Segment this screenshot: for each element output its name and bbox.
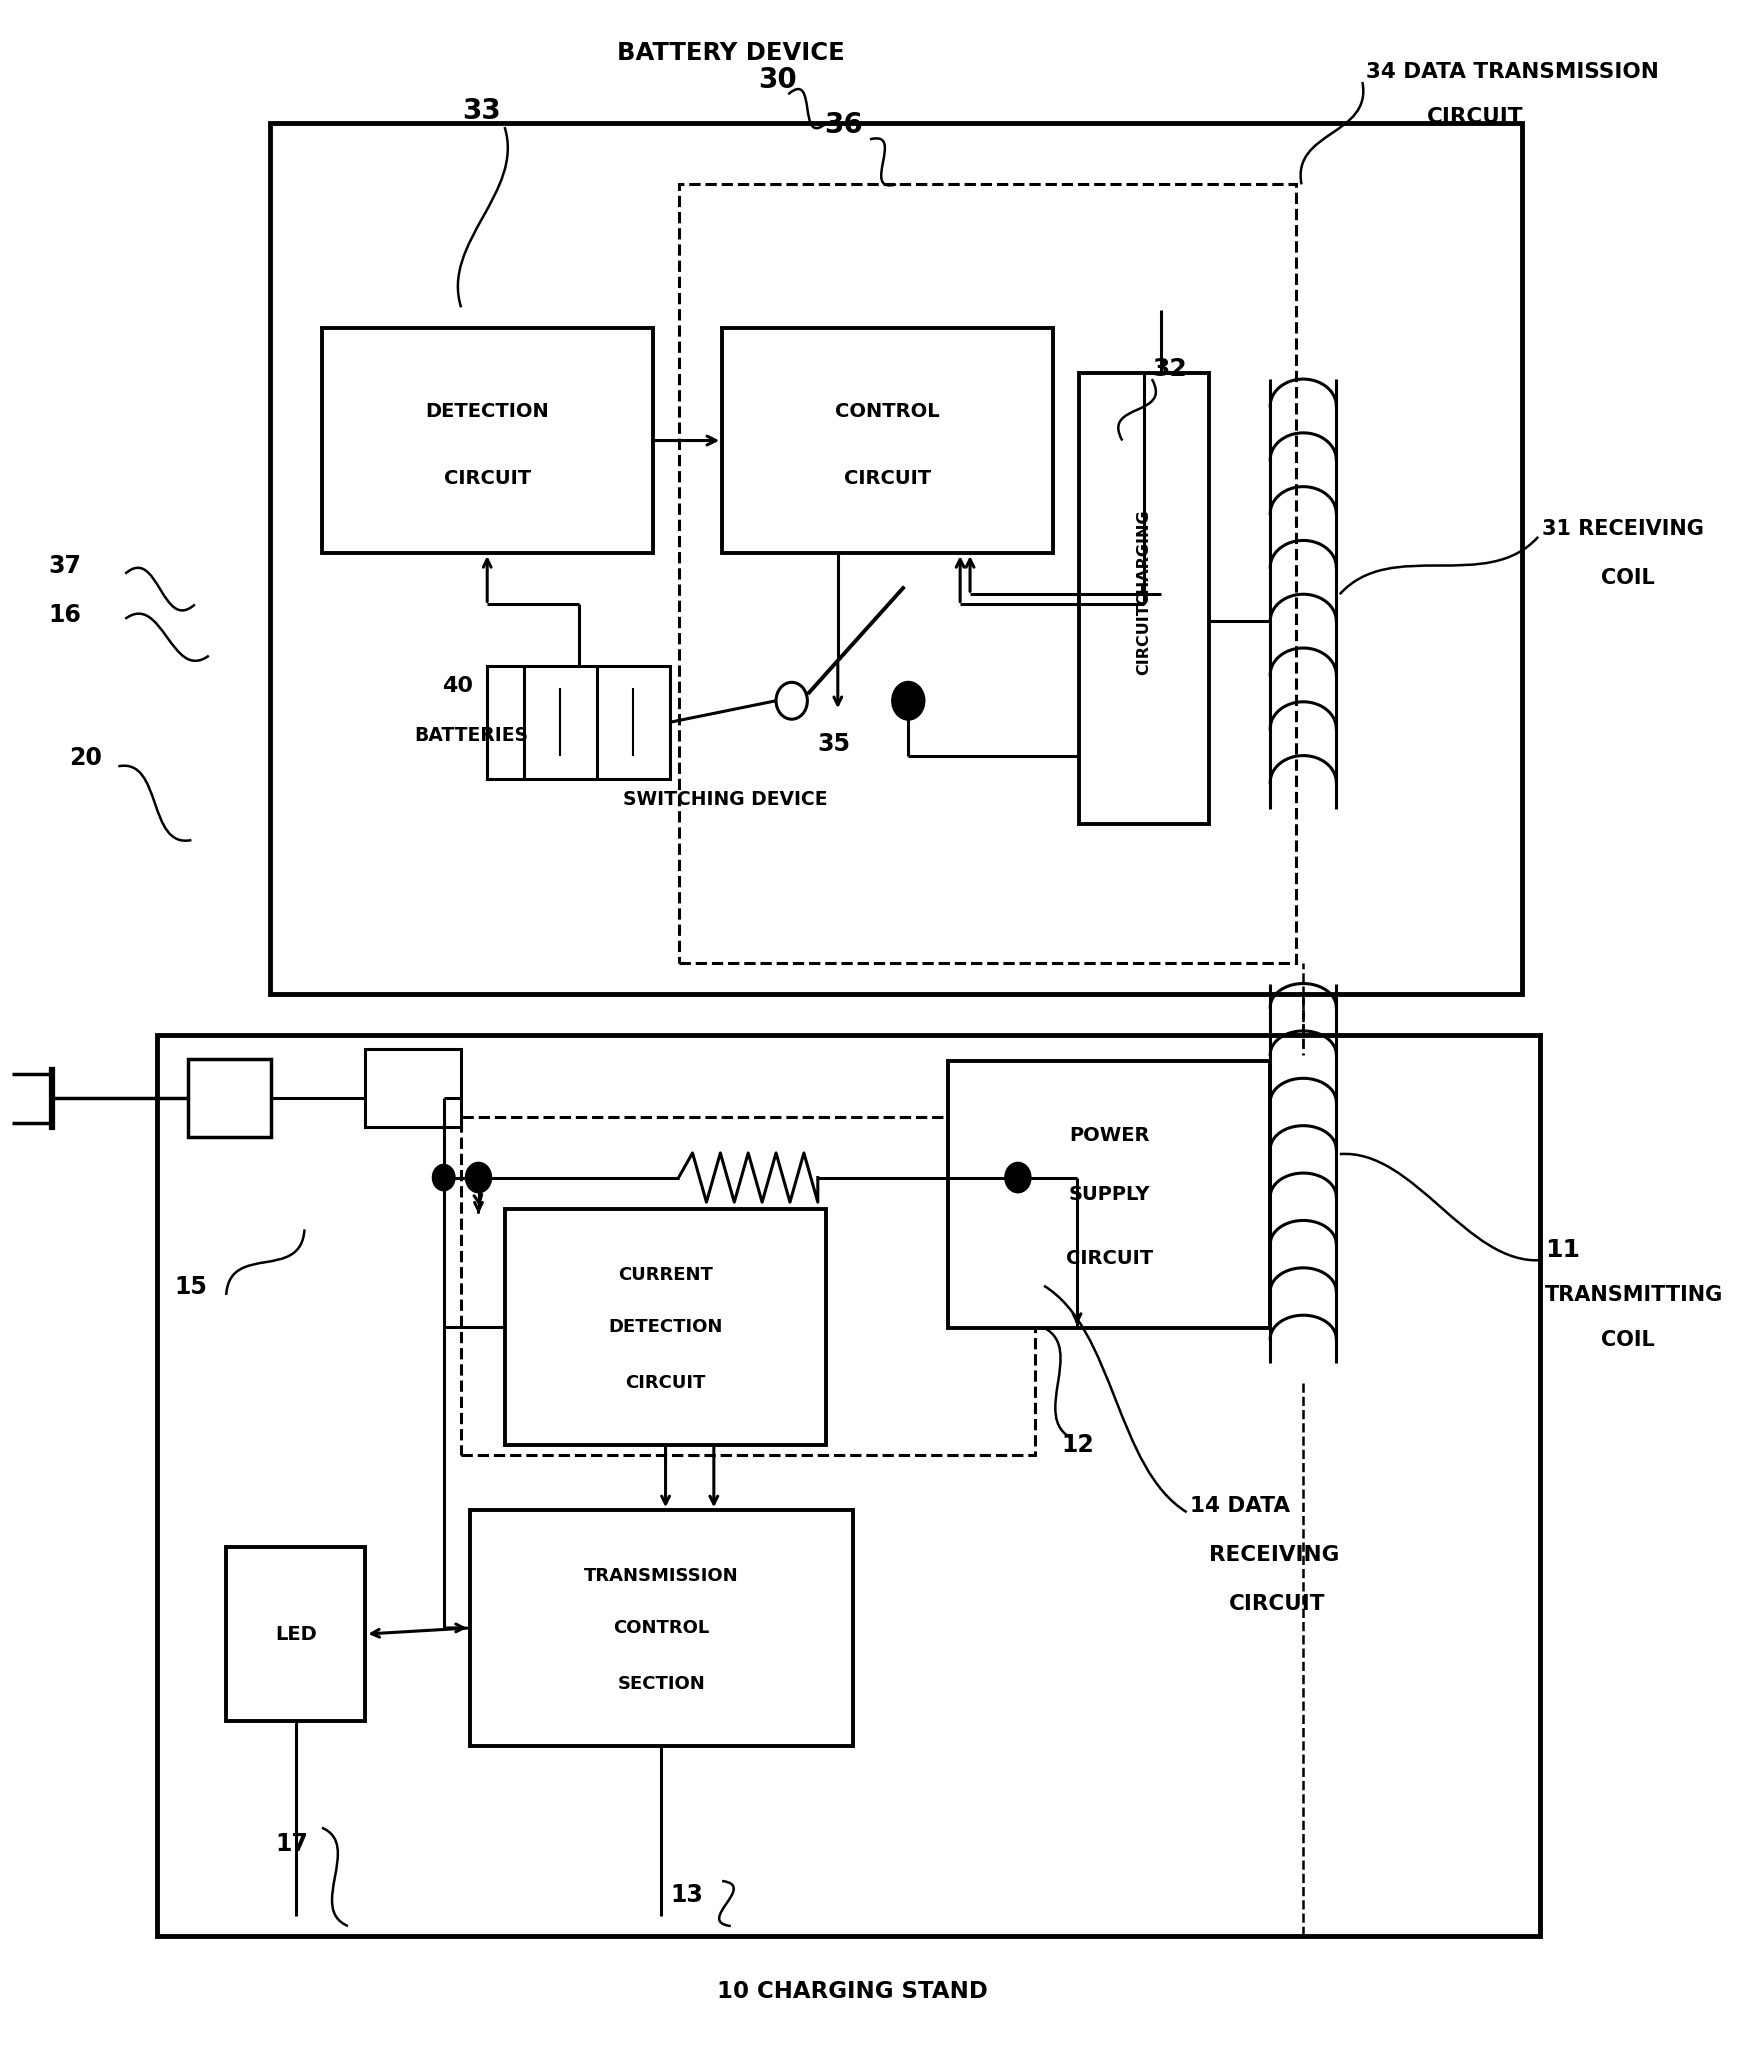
- Circle shape: [1005, 1164, 1029, 1193]
- Text: 13: 13: [670, 1883, 703, 1908]
- Text: CIRCUIT: CIRCUIT: [843, 469, 930, 488]
- Text: SECTION: SECTION: [617, 1676, 704, 1692]
- Circle shape: [433, 1166, 454, 1190]
- Text: TRANSMITTING: TRANSMITTING: [1544, 1285, 1722, 1305]
- Bar: [948, 1061, 1269, 1328]
- Bar: [461, 1117, 1035, 1455]
- Text: SWITCHING DEVICE: SWITCHING DEVICE: [623, 789, 828, 809]
- Text: 36: 36: [824, 111, 863, 139]
- Bar: [226, 1547, 365, 1721]
- Text: CIRCUIT: CIRCUIT: [624, 1375, 706, 1391]
- Text: 31 RECEIVING: 31 RECEIVING: [1541, 518, 1702, 539]
- Text: CHARGING: CHARGING: [1136, 510, 1151, 604]
- Text: 12: 12: [1061, 1432, 1094, 1457]
- Text: 15: 15: [174, 1274, 207, 1299]
- Text: 35: 35: [817, 731, 850, 756]
- Text: DETECTION: DETECTION: [424, 402, 550, 420]
- Bar: [365, 1049, 461, 1127]
- Text: COIL: COIL: [1600, 1330, 1654, 1350]
- Text: 30: 30: [758, 66, 796, 94]
- Text: 16: 16: [49, 602, 82, 627]
- Text: DETECTION: DETECTION: [609, 1318, 722, 1336]
- Text: 20: 20: [70, 746, 103, 770]
- Text: 40: 40: [442, 676, 473, 697]
- Text: CIRCUIT: CIRCUIT: [1136, 602, 1151, 676]
- Text: CURRENT: CURRENT: [617, 1266, 713, 1285]
- Text: BATTERY DEVICE: BATTERY DEVICE: [617, 41, 843, 66]
- Bar: [322, 328, 652, 553]
- Text: 14 DATA: 14 DATA: [1189, 1496, 1289, 1516]
- Circle shape: [466, 1164, 490, 1193]
- Text: BATTERIES: BATTERIES: [414, 725, 529, 746]
- Text: 17: 17: [275, 1832, 308, 1856]
- Text: 32: 32: [1151, 357, 1186, 381]
- Bar: [504, 1209, 826, 1445]
- Text: CIRCUIT: CIRCUIT: [1228, 1594, 1323, 1615]
- Text: CIRCUIT: CIRCUIT: [1064, 1250, 1153, 1268]
- Bar: [188, 1059, 271, 1137]
- Bar: [487, 666, 670, 779]
- Text: TRANSMISSION: TRANSMISSION: [584, 1567, 737, 1586]
- Circle shape: [892, 682, 923, 719]
- Text: LED: LED: [275, 1625, 316, 1643]
- Bar: [722, 328, 1052, 553]
- Text: RECEIVING: RECEIVING: [1209, 1545, 1339, 1565]
- Text: COIL: COIL: [1600, 568, 1654, 588]
- Text: CIRCUIT: CIRCUIT: [443, 469, 530, 488]
- Bar: [470, 1510, 852, 1746]
- Text: CONTROL: CONTROL: [835, 402, 939, 420]
- Text: 37: 37: [49, 553, 82, 578]
- Text: 34 DATA TRANSMISSION: 34 DATA TRANSMISSION: [1365, 61, 1657, 82]
- Text: CIRCUIT: CIRCUIT: [1426, 107, 1522, 127]
- Text: 11: 11: [1544, 1238, 1579, 1262]
- Bar: [157, 1035, 1539, 1936]
- Bar: [1078, 373, 1209, 824]
- Text: 33: 33: [463, 96, 501, 125]
- Text: CONTROL: CONTROL: [612, 1619, 710, 1637]
- Text: 10 CHARGING STAND: 10 CHARGING STAND: [716, 1979, 988, 2004]
- Bar: [678, 184, 1296, 963]
- Text: SUPPLY: SUPPLY: [1068, 1184, 1149, 1205]
- Bar: [270, 123, 1522, 994]
- Text: POWER: POWER: [1068, 1127, 1149, 1145]
